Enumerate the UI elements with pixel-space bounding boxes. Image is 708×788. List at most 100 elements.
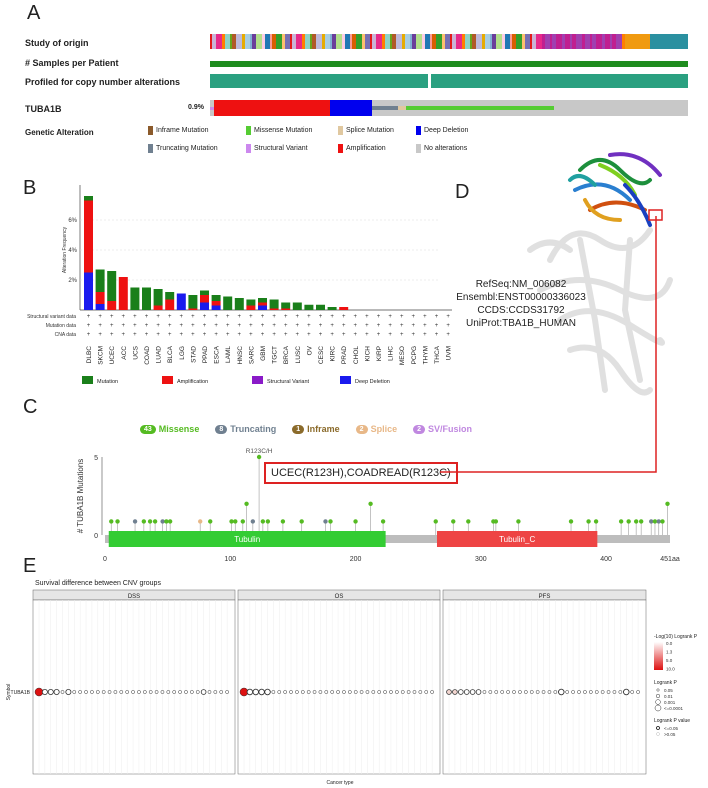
availability-row-label: CNA data — [55, 332, 77, 338]
data-availability-mark: + — [354, 323, 358, 329]
study-stripe — [225, 34, 230, 49]
survival-dot — [84, 690, 88, 694]
survival-dot — [535, 690, 540, 694]
study-stripe — [436, 34, 442, 49]
lollipop-head — [265, 519, 271, 524]
survival-dot — [446, 689, 452, 695]
study-stripe — [590, 34, 592, 49]
study-stripe — [250, 34, 252, 49]
lollipop-head — [380, 519, 386, 524]
study-of-origin-track — [210, 34, 688, 49]
lollipop-head — [240, 519, 246, 524]
protein-backbone — [105, 535, 670, 543]
study-stripe — [622, 34, 625, 49]
survival-dot — [324, 690, 329, 694]
data-availability-mark: + — [110, 314, 114, 320]
survival-dot — [623, 688, 630, 696]
study-stripe — [456, 34, 462, 49]
category-label: PPAD — [202, 346, 209, 364]
data-availability-mark: + — [284, 332, 288, 338]
lollipop-head — [618, 519, 624, 524]
survival-dot — [95, 690, 100, 694]
bar-amplification — [165, 299, 175, 310]
data-availability-mark: + — [87, 314, 91, 320]
survival-dot — [289, 690, 293, 694]
availability-row-label: Structural variant data — [27, 314, 76, 320]
gene-track-trunc — [372, 106, 398, 110]
data-availability-mark: + — [214, 314, 218, 320]
lollipop-head — [280, 519, 286, 524]
bar-mutation — [304, 304, 314, 310]
survival-dot — [312, 690, 317, 694]
legend-title: Genetic Alteration — [25, 128, 94, 137]
study-stripe — [582, 34, 585, 49]
data-availability-mark: + — [145, 332, 149, 338]
survival-dot — [213, 690, 218, 694]
data-availability-mark: + — [400, 323, 404, 329]
survival-dot — [246, 688, 254, 696]
ccds-id: CCDS:CCDS31792 — [477, 305, 565, 316]
gene-track-missense — [406, 106, 554, 110]
study-stripe — [530, 34, 532, 49]
size-legend-dot — [656, 688, 660, 692]
profiled-track-right — [431, 74, 688, 88]
study-stripe — [605, 34, 610, 49]
survival-dot — [137, 690, 141, 694]
survival-dot — [154, 690, 159, 694]
lollipop-head — [167, 519, 173, 524]
study-stripe — [536, 34, 542, 49]
lollipop-head — [256, 454, 262, 460]
study-stripe — [332, 34, 336, 49]
category-label: ESCA — [214, 345, 221, 363]
size-legend-dot — [654, 704, 662, 712]
fill-colorbar — [654, 642, 663, 670]
survival-dot — [541, 690, 546, 694]
lollipop-head — [626, 519, 631, 524]
category-label: THYM — [422, 346, 429, 364]
bar-deep-deletion — [176, 293, 186, 310]
panel-label-c: C — [23, 396, 38, 418]
survival-dot — [588, 690, 593, 694]
study-stripe — [472, 34, 476, 49]
survival-dot — [107, 690, 112, 694]
study-stripe — [210, 34, 212, 49]
survival-dot — [166, 690, 171, 694]
x-tick-label: 0 — [103, 556, 107, 563]
study-stripe — [542, 34, 545, 49]
data-availability-mark: + — [261, 332, 265, 338]
survival-dot — [424, 690, 429, 694]
legend-missense: Missense Mutation — [246, 126, 338, 135]
data-availability-mark: + — [377, 323, 381, 329]
data-availability-mark: + — [412, 323, 416, 329]
category-label: HNSC — [237, 346, 244, 365]
alteration-frequency-chart: 2% 4% 6%Alteration Frequency + + + DLBC + + + SKCM… — [27, 185, 452, 385]
panel-label-d: D — [455, 181, 470, 203]
data-availability-mark: + — [203, 332, 207, 338]
lollipop-head — [115, 519, 120, 524]
lollipop-head — [244, 501, 249, 506]
study-stripe — [330, 34, 332, 49]
survival-dot — [389, 690, 393, 694]
gene-label: TUBA1B — [25, 104, 62, 114]
study-stripe — [565, 34, 570, 49]
survival-dot — [318, 690, 323, 694]
study-stripe — [322, 34, 325, 49]
survival-dot — [618, 690, 623, 694]
facet-label: PFS — [539, 594, 551, 600]
legend-label: Mutation — [97, 379, 118, 385]
data-availability-mark: + — [296, 314, 300, 320]
bar-mutation — [292, 302, 302, 310]
data-availability-mark: + — [261, 323, 265, 329]
data-availability-mark: + — [435, 323, 439, 329]
study-stripe — [632, 34, 636, 49]
data-availability-mark: + — [249, 323, 253, 329]
peak-label: R123C/H — [246, 448, 273, 455]
size-legend-label: 0.001 — [664, 700, 676, 705]
bar-amplification — [339, 307, 349, 310]
study-stripe — [222, 34, 225, 49]
data-availability-mark: + — [156, 332, 160, 338]
study-stripe — [430, 34, 432, 49]
study-stripe — [432, 34, 436, 49]
x-tick-label: 400 — [600, 556, 612, 563]
study-stripe — [405, 34, 410, 49]
